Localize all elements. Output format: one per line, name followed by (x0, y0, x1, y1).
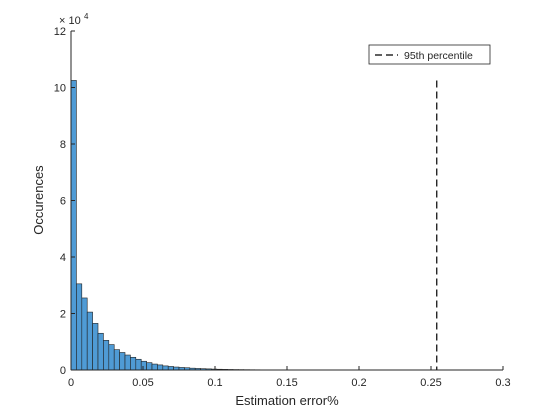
histogram-bar (157, 364, 164, 371)
histogram-bar (113, 349, 120, 371)
histogram-bar (92, 323, 99, 371)
y-tick-label: 2 (60, 309, 66, 321)
histogram-bar (108, 344, 115, 371)
histogram-bar (162, 365, 169, 371)
histogram-bar (140, 360, 147, 371)
x-axis-label: Estimation error% (235, 393, 339, 408)
y-tick-label: 4 (60, 252, 66, 264)
y-axis-label: Occurences (31, 165, 46, 235)
y-tick-label: 0 (60, 365, 66, 377)
y-tick-label: 10 (54, 83, 66, 95)
plot-area (71, 31, 503, 370)
histogram-bar (81, 297, 88, 371)
histogram-bar (76, 283, 83, 371)
histogram-bar (151, 363, 158, 371)
histogram-bar (135, 358, 142, 371)
legend-box (368, 44, 491, 65)
histogram-bar (119, 352, 126, 371)
x-tick-label: 0.1 (207, 377, 222, 389)
legend-label: 95th percentile (404, 50, 473, 62)
histogram-bars (70, 80, 277, 371)
y-exponent-base: × 10 (59, 15, 81, 27)
x-tick-label: 0 (68, 377, 74, 389)
y-tick-label: 6 (60, 196, 66, 208)
histogram-bar (97, 332, 104, 371)
histogram-bar (167, 366, 174, 371)
x-tick-label: 0.2 (351, 377, 366, 389)
x-tick-label: 0.15 (276, 377, 297, 389)
y-tick-label: 8 (60, 139, 66, 151)
y-tick-label: 12 (54, 26, 66, 38)
histogram-bar (70, 80, 77, 371)
histogram-bar (86, 311, 93, 371)
histogram-bar (146, 362, 153, 371)
histogram-bar (130, 356, 137, 371)
histogram-bar (124, 354, 131, 371)
legend: 95th percentile (368, 44, 491, 65)
x-ticks: 0 0.05 0.1 0.15 0.2 0.25 0.3 (68, 366, 511, 389)
y-exponent-power: 4 (84, 12, 89, 21)
histogram-bar (103, 340, 110, 371)
y-ticks: 0 2 4 6 8 10 12 (54, 26, 75, 377)
x-tick-label: 0.3 (495, 377, 510, 389)
x-tick-label: 0.25 (420, 377, 441, 389)
x-tick-label: 0.05 (132, 377, 153, 389)
